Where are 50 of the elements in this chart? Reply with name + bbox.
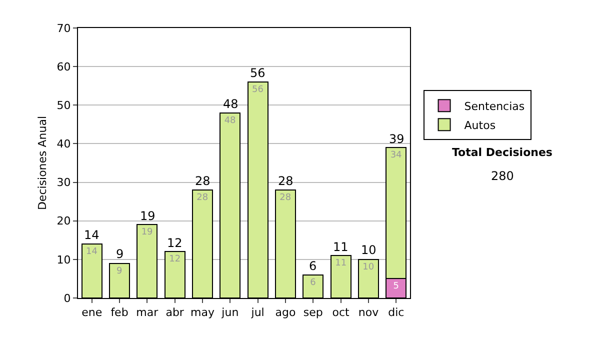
- data-label: 28: [280, 193, 292, 203]
- total-label: 14: [84, 228, 100, 242]
- legend-label: Autos: [464, 118, 496, 132]
- y-tick-label: 30: [56, 176, 71, 190]
- x-tick-label: oct: [332, 306, 350, 320]
- text: Total Decisiones: [452, 146, 553, 159]
- total-label: 48: [223, 97, 238, 111]
- x-tick-label: nov: [358, 306, 380, 320]
- data-label: 9: [116, 266, 122, 276]
- total-label: 11: [333, 240, 348, 254]
- x-tick-label: abr: [166, 306, 184, 320]
- total-label: 9: [116, 247, 124, 261]
- x-tick-label: jul: [250, 306, 264, 320]
- total-label: 6: [309, 259, 317, 273]
- x-tick-label: may: [190, 306, 215, 320]
- y-tick-label: 60: [56, 60, 71, 74]
- y-tick-label: 40: [56, 138, 71, 151]
- x-tick-label: feb: [110, 306, 128, 320]
- x-tick-label: sep: [303, 306, 323, 320]
- data-label: 19: [141, 228, 154, 238]
- y-axis-title: Decisiones Anual: [36, 116, 49, 210]
- legend-label: Sentencias: [464, 100, 525, 113]
- total-label: 56: [250, 66, 266, 80]
- total-label: 28: [278, 174, 294, 188]
- data-label: 28: [196, 193, 208, 203]
- data-label: 34: [390, 150, 402, 161]
- x-tick-label: mar: [136, 306, 159, 320]
- x-tick-label: dic: [388, 306, 404, 320]
- data-label: 5: [393, 282, 400, 292]
- data-label: 12: [169, 254, 181, 265]
- data-label: 10: [362, 262, 374, 272]
- text: 280: [491, 169, 514, 183]
- data-label: 14: [86, 247, 98, 257]
- y-tick-label: 0: [64, 292, 71, 305]
- data-label: 11: [335, 258, 347, 269]
- y-tick-label: 70: [56, 22, 71, 35]
- total-label: 19: [140, 209, 156, 223]
- y-tick-label: 10: [56, 253, 71, 266]
- data-label: 56: [252, 85, 264, 95]
- x-tick-label: ago: [275, 306, 296, 320]
- total-label: 39: [389, 132, 404, 146]
- data-label: 48: [224, 116, 236, 126]
- x-tick-label: jun: [220, 306, 239, 320]
- y-tick-label: 20: [56, 214, 71, 228]
- total-label: 10: [361, 243, 376, 257]
- total-label: 12: [167, 236, 182, 250]
- total-label: 28: [195, 174, 210, 188]
- data-label: 6: [310, 278, 316, 288]
- y-tick-label: 50: [56, 98, 71, 112]
- x-tick-label: ene: [82, 306, 102, 320]
